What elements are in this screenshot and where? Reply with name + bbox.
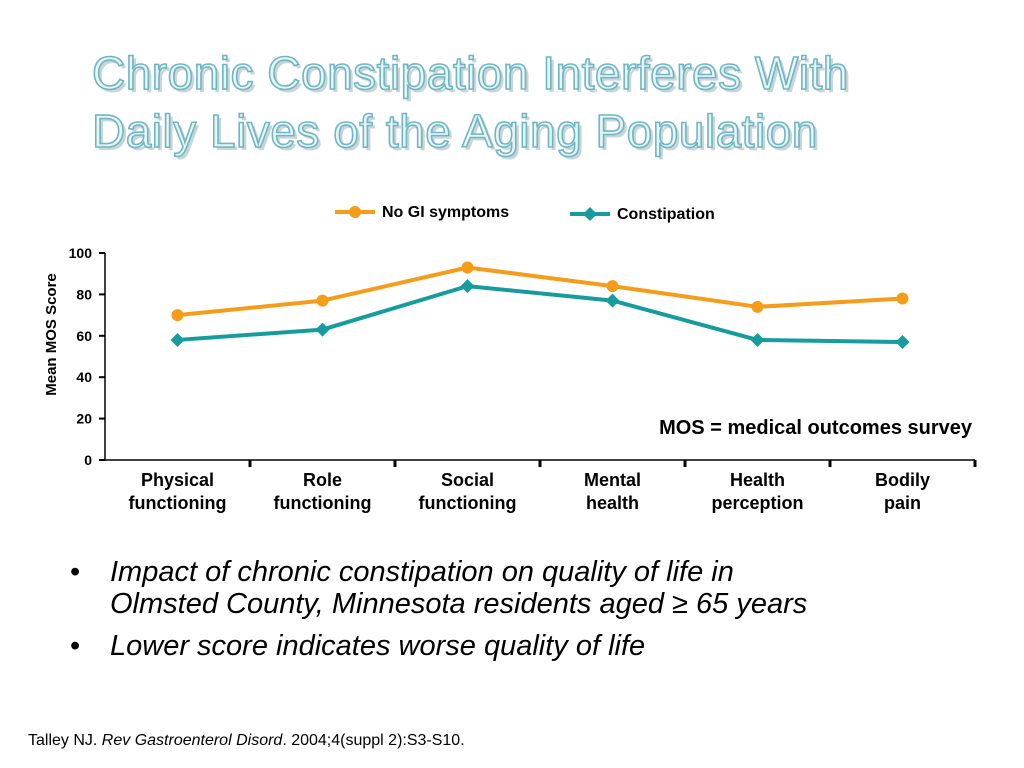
data-point xyxy=(896,292,909,305)
bullet-line: Olmsted County, Minnesota residents aged… xyxy=(110,588,808,620)
bullet-item: Lower score indicates worse quality of l… xyxy=(70,630,1000,662)
title-line-2: Daily Lives of the Aging Population xyxy=(91,104,818,158)
bullet-line: Lower score indicates worse quality of l… xyxy=(110,630,646,662)
x-tick-label: Role xyxy=(303,470,342,490)
data-point xyxy=(605,293,620,308)
x-tick-label: perception xyxy=(711,493,803,513)
legend-swatch-marker xyxy=(349,206,361,218)
x-tick-label: Social xyxy=(441,470,494,490)
y-tick-label: 60 xyxy=(76,328,92,344)
x-tick-label: Physical xyxy=(141,470,214,490)
title-line-1: Chronic Constipation Interferes With xyxy=(91,46,849,100)
citation: Talley NJ. Rev Gastroenterol Disord. 200… xyxy=(28,732,465,750)
data-point xyxy=(315,322,330,337)
bullet-item: Impact of chronic constipation on qualit… xyxy=(70,556,1000,620)
y-tick-label: 0 xyxy=(84,452,92,468)
x-tick-label: health xyxy=(586,493,639,513)
data-point xyxy=(751,300,764,313)
data-point xyxy=(171,309,184,322)
data-point xyxy=(606,280,619,293)
series-line xyxy=(175,265,905,318)
x-tick-label: functioning xyxy=(419,493,517,513)
series-line xyxy=(175,284,905,345)
data-point xyxy=(316,294,329,307)
data-point xyxy=(750,332,765,347)
line-chart: 0 20 40 60 80 100 Mean MOS Score Physical functi… xyxy=(43,204,977,513)
x-tick-label: Bodily xyxy=(875,470,930,490)
y-tick-label: 80 xyxy=(76,286,92,302)
bullet-line: Impact of chronic constipation on qualit… xyxy=(110,556,734,588)
chart-annotation: MOS = medical outcomes survey xyxy=(659,417,973,439)
y-tick-label: 20 xyxy=(76,411,92,427)
citation-journal: Rev Gastroenterol Disord xyxy=(101,732,283,749)
citation-rest: . 2004;4(suppl 2):S3-S10. xyxy=(282,732,465,749)
slide-title: Chronic Constipation Interferes With Dai… xyxy=(91,44,992,160)
citation-author: Talley NJ. xyxy=(28,732,102,749)
legend-label: Constipation xyxy=(617,206,715,223)
x-tick-label: functioning xyxy=(129,493,227,513)
x-tick-label: Mental xyxy=(584,470,641,490)
data-point xyxy=(460,279,475,294)
y-axis-label: Mean MOS Score xyxy=(43,273,60,396)
y-tick-label: 100 xyxy=(69,245,93,261)
legend-label: No GI symptoms xyxy=(382,204,509,221)
data-point xyxy=(895,335,910,350)
y-tick-label: 40 xyxy=(76,369,92,385)
x-tick-label: functioning xyxy=(274,493,372,513)
bullet-list: Impact of chronic constipation on qualit… xyxy=(70,556,1000,672)
x-tick-label: Health xyxy=(730,470,785,490)
x-tick-label: pain xyxy=(884,493,921,513)
data-point xyxy=(170,332,185,347)
legend-swatch-marker xyxy=(583,207,597,221)
data-point xyxy=(461,261,474,274)
